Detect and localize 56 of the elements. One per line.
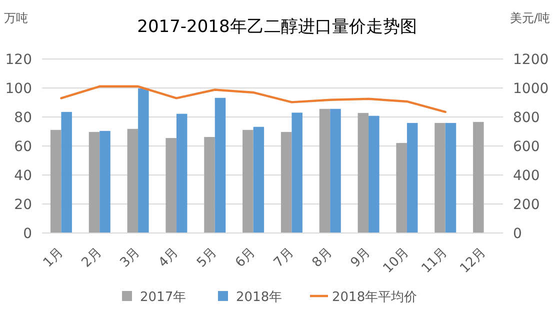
- x-tick-label: 12月: [457, 244, 489, 276]
- bar: [434, 122, 446, 233]
- bar: [292, 112, 302, 233]
- y-tick-label: 20: [14, 197, 32, 213]
- bar: [214, 98, 226, 233]
- y-tick-label: 80: [14, 110, 32, 126]
- line-series: [60, 85, 446, 114]
- legend-label: 2017年: [140, 290, 186, 305]
- bar: [358, 112, 369, 233]
- x-tick-label: 8月: [310, 244, 336, 271]
- bar: [396, 142, 407, 233]
- x-tick-label: 4月: [156, 244, 182, 271]
- legend-label: 2018年平均价: [332, 290, 418, 305]
- legend-label: 2018年: [236, 290, 282, 305]
- y-tick-label: 0: [23, 226, 32, 242]
- x-tick-label: 10月: [380, 244, 412, 276]
- bar: [406, 122, 418, 233]
- y2-tick-label: 800: [513, 110, 540, 126]
- y2-axis-title: 美元/吨: [510, 11, 550, 25]
- x-tick-label: 1月: [40, 244, 66, 271]
- bar: [61, 112, 72, 233]
- x-tick-label: 2月: [79, 244, 105, 271]
- y2-tick-label: 0: [513, 226, 522, 242]
- y-axis-title: 万吨: [4, 11, 28, 25]
- bar: [204, 137, 215, 233]
- bar: [330, 108, 341, 233]
- bar: [253, 126, 264, 233]
- bar: [127, 128, 138, 233]
- x-tick-label: 3月: [118, 244, 144, 271]
- y2-tick-label: 200: [513, 197, 540, 213]
- x-tick-label: 9月: [348, 244, 374, 271]
- y2-tick-label: 1000: [513, 81, 549, 97]
- x-tick-label: 11月: [419, 244, 451, 276]
- bar: [280, 132, 292, 233]
- y2-tick-label: 400: [513, 168, 540, 184]
- bar: [368, 116, 380, 233]
- x-tick-label: 7月: [271, 244, 297, 271]
- bar: [166, 138, 176, 233]
- chart-title: 2017-2018年乙二醇进口量价走势图: [137, 17, 417, 37]
- y-tick-label: 60: [14, 139, 32, 155]
- bar: [176, 114, 188, 233]
- y-tick-label: 100: [5, 81, 32, 97]
- y2-tick-label: 1200: [513, 52, 549, 68]
- bar: [50, 130, 62, 233]
- y2-tick-label: 600: [513, 139, 540, 155]
- bar: [319, 108, 330, 233]
- y-tick-label: 40: [14, 168, 32, 184]
- x-tick-label: 5月: [194, 244, 220, 271]
- bar: [242, 130, 254, 233]
- bar: [100, 130, 110, 233]
- bar: [138, 88, 149, 233]
- x-tick-label: 6月: [232, 244, 258, 271]
- bar: [473, 122, 484, 233]
- y-tick-label: 120: [5, 52, 32, 68]
- bar: [445, 122, 456, 233]
- bar: [88, 132, 100, 233]
